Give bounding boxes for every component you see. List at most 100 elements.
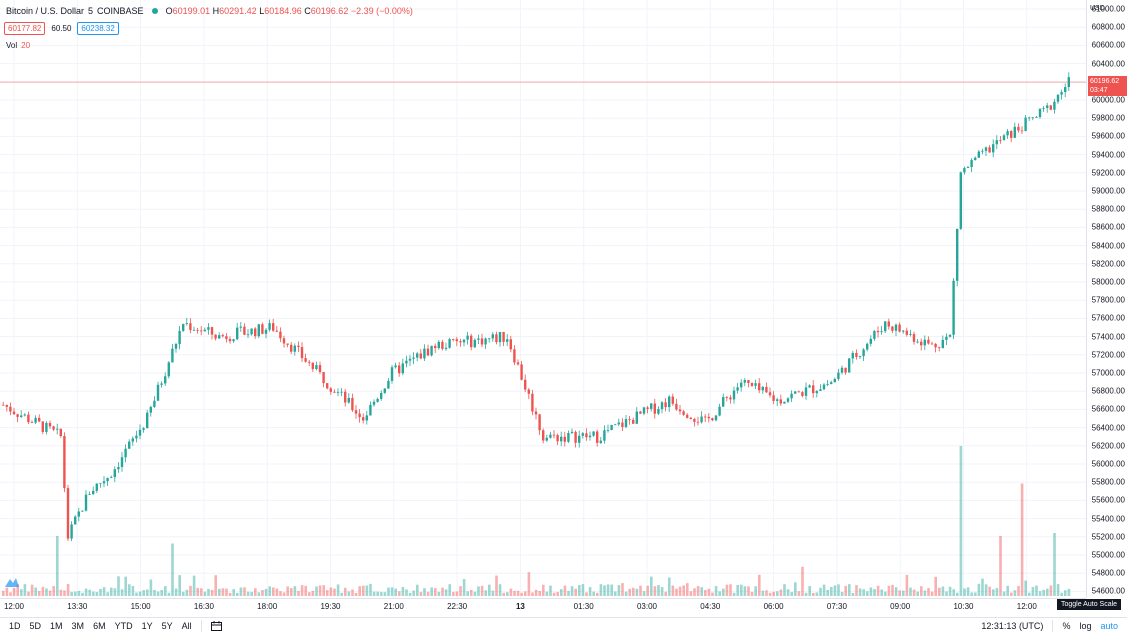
candle-body bbox=[768, 392, 772, 396]
volume-bar bbox=[725, 584, 729, 596]
volume-bar bbox=[794, 582, 797, 596]
range-button[interactable]: 3M bbox=[71, 621, 85, 631]
volume-bar bbox=[866, 591, 869, 596]
candle-body bbox=[27, 414, 30, 423]
price-tick-label: 58000.00 bbox=[1091, 277, 1125, 287]
range-button[interactable]: 5Y bbox=[161, 621, 173, 631]
volume-bar bbox=[977, 583, 981, 596]
volume-bar bbox=[700, 587, 703, 596]
low-value: 60184.96 bbox=[264, 6, 302, 16]
range-button[interactable]: 1D bbox=[9, 621, 21, 631]
volume-bar bbox=[797, 591, 801, 596]
volume-bar bbox=[531, 592, 534, 596]
volume-bar bbox=[909, 587, 912, 596]
price-tick-label: 59200.00 bbox=[1091, 168, 1125, 178]
candle-body bbox=[682, 411, 685, 415]
volume-bar bbox=[41, 586, 45, 596]
candle-body bbox=[124, 448, 127, 458]
volume-bar bbox=[506, 592, 509, 596]
candle-body bbox=[704, 416, 707, 418]
price-tick-label: 57400.00 bbox=[1091, 332, 1125, 342]
volume-bar bbox=[45, 588, 48, 596]
candle-body bbox=[448, 339, 451, 348]
candle-body bbox=[848, 358, 851, 373]
candle-body bbox=[178, 330, 181, 345]
tradingview-logo-icon[interactable] bbox=[4, 576, 20, 588]
volume-bar bbox=[336, 584, 340, 596]
candle-body bbox=[110, 477, 113, 478]
ask-price[interactable]: 60238.32 bbox=[77, 22, 119, 35]
volume-bar bbox=[394, 588, 397, 596]
candle-body bbox=[452, 339, 455, 340]
utc-clock[interactable]: 12:31:13 (UTC) bbox=[981, 621, 1044, 631]
volume-bar bbox=[48, 590, 52, 596]
volume-bar bbox=[92, 591, 95, 596]
candle-body bbox=[797, 391, 800, 393]
volume-bar bbox=[106, 592, 109, 596]
volume-bar bbox=[455, 591, 459, 596]
range-button[interactable]: 1Y bbox=[141, 621, 153, 631]
volume-bar bbox=[891, 584, 894, 596]
candle-body bbox=[660, 402, 664, 410]
candle-body bbox=[743, 380, 746, 383]
volume-bar bbox=[635, 588, 639, 596]
symbol-interval[interactable]: 5 bbox=[88, 6, 94, 16]
candle-body bbox=[311, 362, 314, 370]
candle-body bbox=[812, 385, 815, 394]
volume-bar bbox=[146, 589, 149, 596]
range-button[interactable]: 5D bbox=[29, 621, 42, 631]
candle-body bbox=[117, 467, 120, 470]
candle-body bbox=[182, 324, 185, 331]
chart-pane[interactable]: Bitcoin / U.S. Dollar 5 COINBASE O60199.… bbox=[0, 0, 1086, 598]
volume-bar bbox=[462, 579, 466, 596]
volume-bar bbox=[1049, 585, 1053, 596]
range-button[interactable]: YTD bbox=[114, 621, 133, 631]
candle-body bbox=[236, 327, 239, 340]
candle-body bbox=[63, 436, 66, 489]
volume-bar bbox=[52, 586, 55, 596]
candle-body bbox=[938, 347, 941, 349]
volume-bar bbox=[401, 587, 405, 596]
bar-countdown: 03:47 bbox=[1090, 87, 1108, 95]
volume-bar bbox=[804, 592, 808, 596]
symbol-name[interactable]: Bitcoin / U.S. Dollar bbox=[6, 6, 85, 16]
currency-label[interactable]: USD bbox=[1090, 5, 1105, 12]
time-label: 22:30 bbox=[447, 602, 468, 611]
range-button[interactable]: 1M bbox=[50, 621, 63, 631]
time-axis[interactable]: 12:00 13:30 15:00 16:30 18:00 19:30 21:00 22:30… bbox=[0, 598, 1086, 617]
volume-bar bbox=[941, 586, 945, 596]
candle-body bbox=[506, 339, 509, 342]
candle-body bbox=[545, 437, 548, 441]
bid-price[interactable]: 60177.82 bbox=[4, 22, 46, 35]
candle-body bbox=[1017, 126, 1020, 131]
price-scale[interactable]: USD 61000.0060800.0060600.0060400.006020… bbox=[1086, 0, 1127, 598]
volume-bar bbox=[322, 585, 325, 596]
volume-bar bbox=[840, 591, 844, 596]
candle-body bbox=[1064, 87, 1067, 93]
volume-legend[interactable]: Vol 20 bbox=[6, 41, 30, 50]
candle-body bbox=[646, 407, 649, 409]
volume-bar bbox=[452, 591, 455, 596]
volume-bar bbox=[1006, 585, 1009, 596]
volume-bar bbox=[423, 588, 426, 596]
candle-body bbox=[142, 428, 145, 430]
candle-body bbox=[444, 347, 448, 349]
volume-bar bbox=[369, 583, 372, 596]
candle-body bbox=[286, 343, 289, 345]
auto-scale-toggle[interactable]: auto bbox=[1100, 621, 1118, 631]
range-button[interactable]: 6M bbox=[93, 621, 106, 631]
candle-body bbox=[574, 431, 577, 443]
percent-toggle[interactable]: % bbox=[1062, 621, 1071, 631]
spread-value: 60.50 bbox=[51, 24, 72, 33]
candle-body bbox=[372, 401, 376, 405]
candle-body bbox=[264, 329, 268, 334]
range-button[interactable]: All bbox=[181, 621, 192, 631]
volume-bar bbox=[736, 585, 739, 596]
candle-body bbox=[855, 352, 858, 357]
date-range-icon[interactable] bbox=[210, 621, 222, 631]
price-chart[interactable] bbox=[0, 0, 1086, 598]
volume-bar bbox=[750, 591, 754, 596]
volume-bar bbox=[844, 585, 847, 596]
log-toggle[interactable]: log bbox=[1079, 621, 1092, 631]
candle-body bbox=[336, 392, 340, 394]
